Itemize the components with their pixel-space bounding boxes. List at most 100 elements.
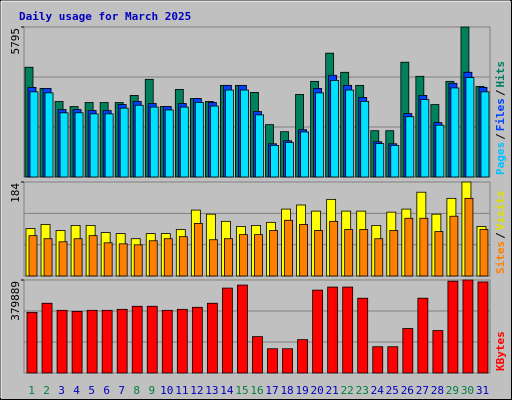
bar xyxy=(134,104,144,178)
bar xyxy=(375,143,385,178)
bar xyxy=(465,77,475,178)
bar xyxy=(255,114,264,178)
bar xyxy=(254,234,263,277)
x-tick-label: 3 xyxy=(58,384,65,397)
x-tick-label: 29 xyxy=(446,384,459,397)
bar xyxy=(402,328,414,374)
bar xyxy=(104,113,114,178)
bar xyxy=(389,230,399,277)
bar xyxy=(420,99,430,178)
legend-separator: / xyxy=(494,133,507,140)
bar xyxy=(119,107,129,178)
x-tick-label: 31 xyxy=(476,384,489,397)
x-tick-label: 13 xyxy=(205,384,218,397)
bar xyxy=(312,289,324,374)
x-tick-label: 8 xyxy=(133,384,140,397)
bar xyxy=(191,306,203,374)
bar xyxy=(208,239,218,277)
bar xyxy=(88,235,98,277)
x-tick-label: 6 xyxy=(103,384,110,397)
x-tick-label: 24 xyxy=(371,384,385,397)
bar xyxy=(434,231,444,277)
bar xyxy=(193,222,203,277)
x-tick-label: 16 xyxy=(250,384,263,397)
x-tick-label: 11 xyxy=(175,384,188,397)
bar xyxy=(148,240,158,277)
bar xyxy=(372,346,384,374)
legend-entry: Visits xyxy=(494,191,507,231)
x-tick-label: 19 xyxy=(295,384,308,397)
bar xyxy=(73,238,83,277)
bar xyxy=(297,339,308,374)
x-tick-label: 26 xyxy=(401,384,414,397)
legend-entry: Sites xyxy=(494,241,507,274)
bar xyxy=(387,346,399,374)
y-max-label: 379889 xyxy=(9,281,22,321)
bar xyxy=(44,92,54,178)
bar xyxy=(449,215,459,277)
bar xyxy=(209,105,219,178)
bar xyxy=(58,241,68,277)
x-tick-label: 1 xyxy=(28,384,35,397)
bar xyxy=(360,101,370,178)
x-tick-label: 23 xyxy=(356,384,369,397)
legend-separator: / xyxy=(494,89,507,96)
bar xyxy=(178,236,188,277)
bar xyxy=(179,106,189,178)
bar xyxy=(270,145,279,178)
bar xyxy=(344,229,354,277)
bar xyxy=(357,297,369,374)
bar xyxy=(101,309,113,374)
legend-entry: Hits xyxy=(494,61,507,88)
bar xyxy=(86,309,98,374)
bar xyxy=(282,348,293,374)
x-tick-label: 9 xyxy=(148,384,155,397)
bar xyxy=(267,348,278,374)
legend: Sites /Visits xyxy=(494,191,507,275)
bar xyxy=(345,89,355,178)
legend: KBytes xyxy=(494,331,507,371)
bar xyxy=(222,287,233,374)
bar xyxy=(131,305,143,374)
bar xyxy=(435,124,445,178)
bar xyxy=(206,302,218,374)
bar xyxy=(118,243,128,277)
bar xyxy=(89,113,99,178)
bar xyxy=(299,224,308,277)
x-tick-label: 12 xyxy=(190,384,203,397)
x-tick-label: 27 xyxy=(416,384,429,397)
bar xyxy=(284,219,293,277)
bar xyxy=(28,235,38,277)
bar xyxy=(359,229,369,277)
bar xyxy=(462,279,474,374)
bar xyxy=(146,305,158,374)
x-tick-label: 5 xyxy=(88,384,95,397)
bar xyxy=(432,330,444,374)
bar xyxy=(314,230,324,277)
bar xyxy=(374,238,384,277)
legend: Pages/Files/Hits xyxy=(494,61,507,175)
bar xyxy=(41,302,53,374)
bar xyxy=(450,87,460,178)
bar xyxy=(239,234,248,277)
x-tick-label: 18 xyxy=(280,384,293,397)
bar xyxy=(103,242,113,277)
bar xyxy=(56,309,68,374)
bar xyxy=(480,91,490,178)
x-tick-label: 2 xyxy=(43,384,50,397)
bar xyxy=(330,80,340,178)
x-tick-label: 7 xyxy=(118,384,125,397)
x-tick-label: 17 xyxy=(265,384,278,397)
bar xyxy=(59,112,69,178)
x-tick-label: 22 xyxy=(341,384,354,397)
bar xyxy=(149,106,159,178)
x-tick-label: 20 xyxy=(311,384,324,397)
bar xyxy=(133,244,143,277)
bar xyxy=(315,92,325,178)
bar xyxy=(194,102,204,178)
x-tick-label: 28 xyxy=(431,384,444,397)
x-tick-label: 10 xyxy=(160,384,173,397)
bar xyxy=(240,89,249,178)
bar xyxy=(71,310,83,374)
